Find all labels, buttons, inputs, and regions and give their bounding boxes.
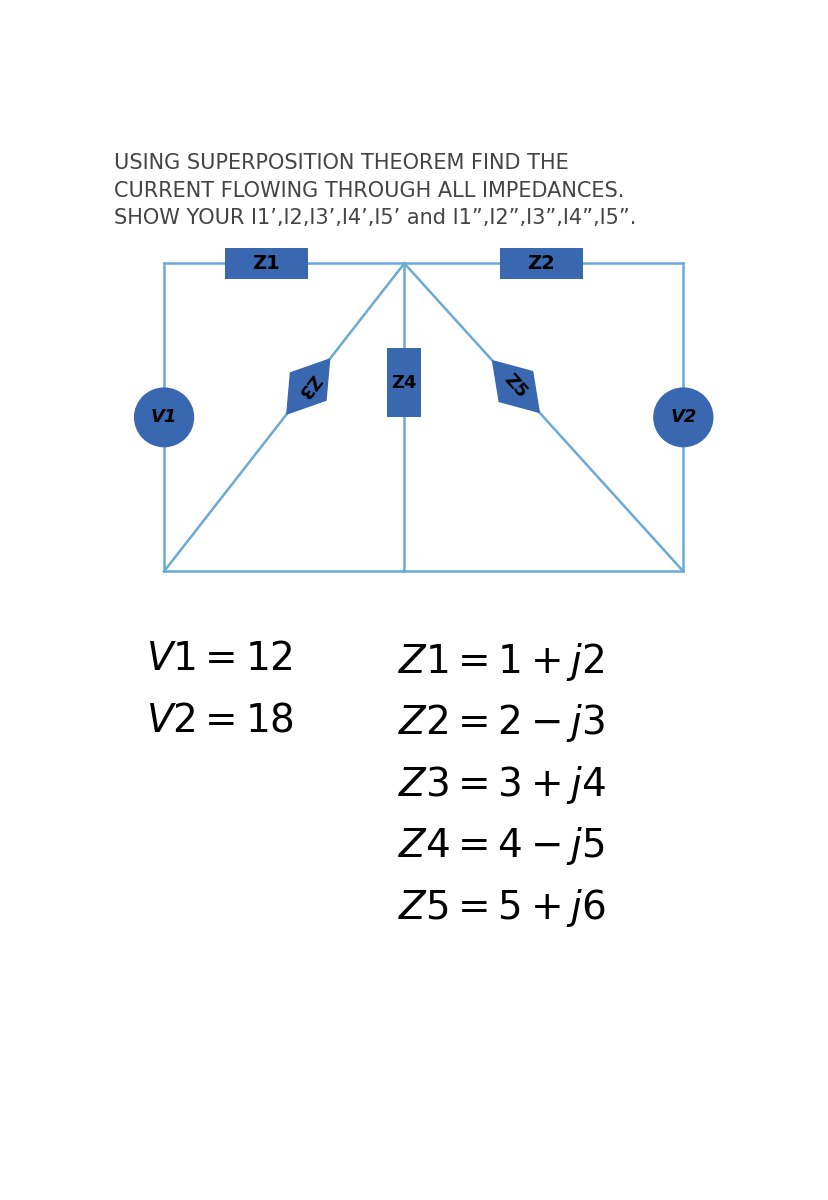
Text: CURRENT FLOWING THROUGH ALL IMPEDANCES.: CURRENT FLOWING THROUGH ALL IMPEDANCES. — [114, 181, 624, 200]
Polygon shape — [286, 359, 330, 414]
FancyBboxPatch shape — [224, 248, 308, 278]
Text: Z2: Z2 — [527, 254, 555, 272]
Ellipse shape — [134, 388, 193, 446]
Text: SHOW YOUR I1’,I2,I3’,I4’,I5’ and I1”,I2”,I3”,I4”,I5”.: SHOW YOUR I1’,I2,I3’,I4’,I5’ and I1”,I2”… — [114, 208, 636, 228]
Text: Z4: Z4 — [391, 373, 416, 391]
Text: $Z1 = 1 + j2$: $Z1 = 1 + j2$ — [397, 641, 604, 683]
Text: $Z4 = 4 - j5$: $Z4 = 4 - j5$ — [397, 826, 604, 868]
FancyBboxPatch shape — [387, 348, 421, 418]
Text: $Z3 = 3 + j4$: $Z3 = 3 + j4$ — [397, 764, 605, 806]
Text: Z5: Z5 — [500, 371, 531, 402]
Ellipse shape — [653, 388, 712, 446]
Text: Z3: Z3 — [293, 371, 323, 402]
Polygon shape — [492, 361, 538, 413]
FancyBboxPatch shape — [499, 248, 583, 278]
Text: Z1: Z1 — [253, 254, 280, 272]
Text: $Z2 = 2 - j3$: $Z2 = 2 - j3$ — [397, 702, 604, 744]
Text: USING SUPERPOSITION THEOREM FIND THE: USING SUPERPOSITION THEOREM FIND THE — [114, 154, 569, 173]
Text: $Z5 = 5 + j6$: $Z5 = 5 + j6$ — [397, 887, 605, 929]
Text: V1: V1 — [151, 408, 177, 426]
Text: V2: V2 — [669, 408, 696, 426]
Text: $V2 = 18$: $V2 = 18$ — [146, 702, 294, 739]
Text: $V1 = 12$: $V1 = 12$ — [146, 641, 292, 678]
